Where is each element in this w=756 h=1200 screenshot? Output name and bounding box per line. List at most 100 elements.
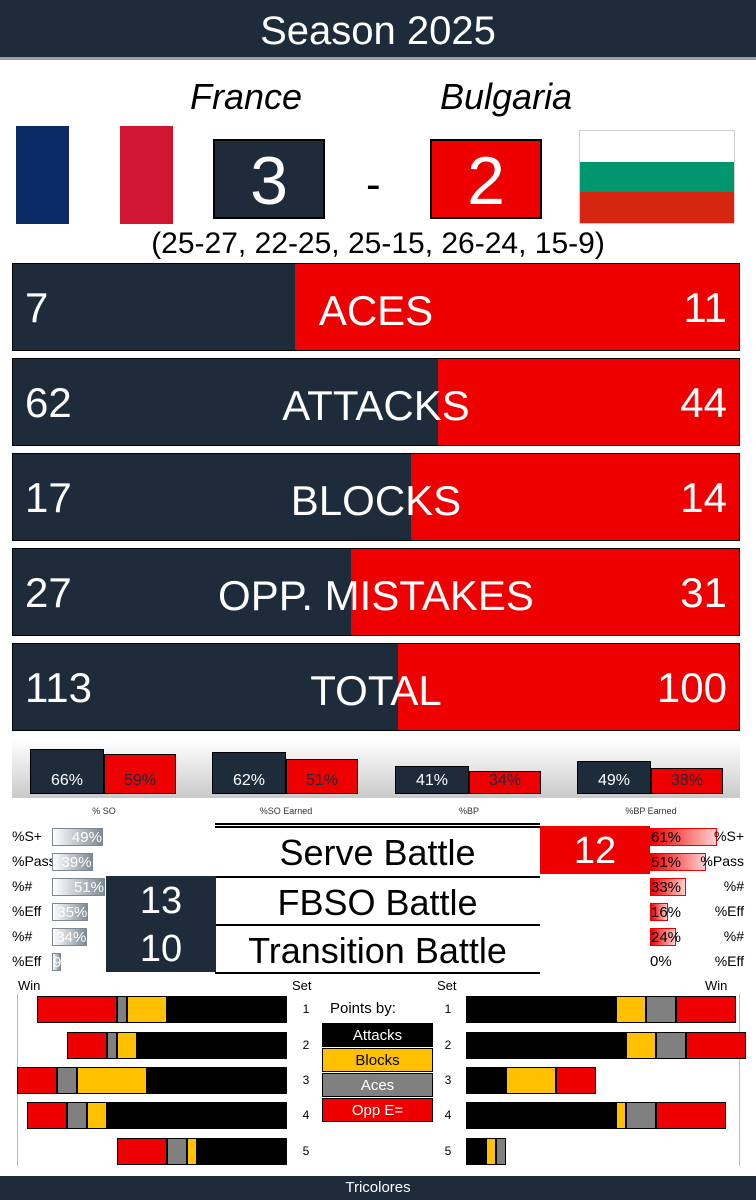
away-value: 44 [680, 379, 727, 426]
right-metric-bar: 33% [650, 878, 687, 896]
home-points-bar-set-1 [37, 996, 287, 1023]
stat-row-total: TOTAL 113 100 [12, 643, 740, 731]
battle-top-rule [215, 823, 540, 825]
home-segment-aces [67, 1102, 87, 1129]
home-pct-label: 62% [232, 772, 266, 789]
right-metric-label: %Eff [714, 903, 744, 919]
home-points-bar-set-5 [117, 1138, 287, 1165]
away-segment-attacks [466, 1102, 616, 1129]
score-separator: - [366, 160, 381, 209]
pct-caption: %BP [458, 806, 479, 816]
away-value: 14 [680, 474, 727, 521]
set-number-left: 1 [302, 1002, 310, 1016]
set-number-right: 4 [444, 1108, 452, 1122]
away-pct-label: 38% [670, 772, 704, 789]
stat-label: OPP. MISTAKES [218, 572, 534, 619]
home-pct-label: 41% [415, 772, 449, 789]
away-segment-aces [656, 1032, 686, 1059]
left-metric-label: %S+ [12, 828, 42, 844]
right-metric-bar: 61% [650, 828, 718, 846]
left-metric-label: %# [12, 878, 33, 894]
away-fill [411, 454, 739, 540]
battle-value: 10 [106, 924, 216, 972]
away-pct-label: 34% [488, 772, 522, 789]
away-segment-oppe [656, 1102, 726, 1129]
away-points-bar-set-2 [466, 1032, 746, 1059]
home-segment-attacks [147, 1067, 287, 1094]
away-segment-aces [496, 1138, 506, 1165]
home-segment-oppe [67, 1032, 107, 1059]
home-segment-oppe [27, 1102, 67, 1129]
away-pct-label: 59% [123, 772, 157, 789]
left-metric-bar: 35% [52, 903, 89, 921]
set-number-left: 2 [302, 1038, 310, 1052]
away-segment-attacks [466, 1032, 626, 1059]
home-pct-label: 49% [597, 772, 631, 789]
left-metric-bar: 9% [52, 953, 75, 971]
left-metric-bar: 34% [52, 928, 88, 946]
home-points-bar-set-4 [27, 1102, 287, 1129]
right-axis [464, 994, 740, 1166]
away-points-bar-set-4 [466, 1102, 726, 1129]
home-segment-blocks [87, 1102, 107, 1129]
stat-row-opp-mistakes: OPP. MISTAKES 27 31 [12, 548, 740, 636]
left-metric-label: %# [12, 928, 33, 944]
home-pct-bar: 41% [395, 766, 469, 794]
away-segment-blocks [616, 996, 646, 1023]
set-label-right: Set [437, 978, 457, 993]
away-segment-oppe [686, 1032, 746, 1059]
home-pct-label: 66% [50, 772, 84, 789]
pct-caption: %SO Earned [259, 806, 313, 816]
away-segment-oppe [676, 996, 736, 1023]
home-value: 62 [25, 379, 72, 426]
stat-label: ATTACKS [282, 382, 470, 429]
away-fill [437, 359, 739, 445]
pct-caption: %BP Earned [625, 806, 677, 816]
home-segment-aces [57, 1067, 77, 1094]
stat-label: ACES [318, 287, 434, 334]
percentage-chart: 66% 59% 62% 51% 41% 34% 49% 38% [12, 740, 740, 798]
away-pct-bar: 59% [104, 753, 176, 794]
away-segment-attacks [466, 1067, 506, 1094]
away-segment-blocks [626, 1032, 656, 1059]
battle-value: 13 [106, 876, 216, 924]
home-segment-aces [107, 1032, 117, 1059]
home-fill [13, 454, 412, 540]
right-metric-label: %S+ [714, 828, 744, 844]
home-segment-attacks [197, 1138, 287, 1165]
battle-row-transition-battle: Transition Battle [215, 924, 540, 972]
away-value: 100 [656, 664, 727, 711]
home-segment-attacks [137, 1032, 287, 1059]
set-number-right: 5 [444, 1144, 452, 1158]
right-metric-bar: 51% [650, 853, 707, 871]
home-fill [13, 359, 438, 445]
home-fill [13, 644, 399, 730]
page-title: Season 2025 [0, 0, 756, 60]
home-fill [13, 264, 296, 350]
home-value: 27 [25, 569, 72, 616]
left-metric-bar: 39% [52, 853, 93, 871]
pct-caption: % SO [92, 806, 116, 816]
home-segment-blocks [127, 996, 167, 1023]
right-metric-bar: 0% [650, 953, 672, 970]
away-segment-blocks [616, 1102, 626, 1129]
away-value: 31 [680, 569, 727, 616]
left-metric-label: %Pass [12, 853, 56, 869]
away-pct-bar: 51% [286, 759, 358, 794]
away-team-name: Bulgaria [440, 76, 573, 117]
set-scores: (25-27, 22-25, 25-15, 26-24, 15-9) [151, 227, 605, 260]
set-number-right: 3 [444, 1073, 452, 1087]
home-segment-blocks [187, 1138, 197, 1165]
away-pct-bar: 38% [651, 768, 723, 794]
set-number-left: 5 [302, 1144, 310, 1158]
right-metric-label: %Eff [714, 953, 744, 969]
home-points-bar-set-3 [17, 1067, 287, 1094]
away-pct-bar: 34% [469, 770, 541, 794]
home-segment-aces [117, 996, 127, 1023]
home-segment-attacks [167, 996, 287, 1023]
left-metric-bar: 51% [52, 878, 106, 896]
stat-row-blocks: BLOCKS 17 14 [12, 453, 740, 541]
win-label-left: Win [18, 978, 41, 993]
home-points-bar-set-2 [67, 1032, 287, 1059]
legend-title: Points by: [330, 1000, 396, 1017]
